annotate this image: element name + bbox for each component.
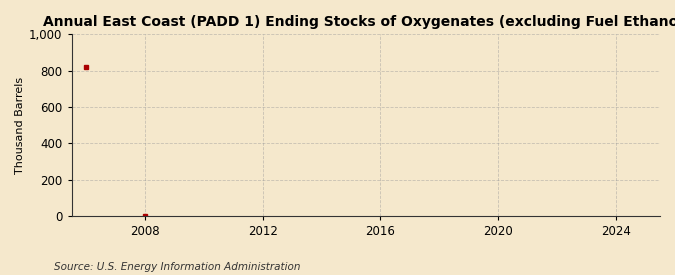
Text: Source: U.S. Energy Information Administration: Source: U.S. Energy Information Administ… bbox=[54, 262, 300, 272]
Y-axis label: Thousand Barrels: Thousand Barrels bbox=[15, 77, 25, 174]
Title: Annual East Coast (PADD 1) Ending Stocks of Oxygenates (excluding Fuel Ethanol): Annual East Coast (PADD 1) Ending Stocks… bbox=[43, 15, 675, 29]
